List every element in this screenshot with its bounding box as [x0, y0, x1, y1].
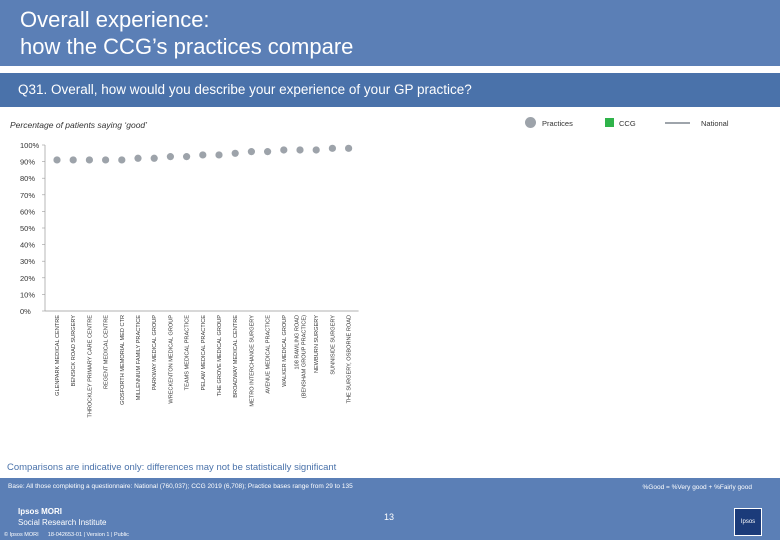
- practice-point: [345, 144, 353, 152]
- practice-point: [69, 156, 77, 164]
- x-category-label: 108 RAWLING ROAD: [295, 315, 301, 370]
- practice-point: [264, 148, 272, 156]
- y-tick-label: 90%: [20, 158, 35, 167]
- x-category-label: PELAW MEDICAL PRACTICE: [201, 315, 207, 391]
- y-tick-label: 40%: [20, 241, 35, 250]
- practice-point: [231, 149, 239, 157]
- x-category-label: THE SURGERY, OSBORNE ROAD: [347, 315, 353, 403]
- practice-point: [280, 146, 288, 154]
- practice-point: [183, 153, 191, 161]
- practice-point: [118, 156, 126, 164]
- base-text: Base: All those completing a questionnai…: [8, 483, 353, 490]
- page-number: 13: [384, 512, 395, 522]
- practice-point: [199, 151, 207, 159]
- comparison-note: Comparisons are indicative only: differe…: [7, 462, 337, 473]
- x-category-label: WRECKENTON MEDICAL GROUP: [168, 315, 174, 404]
- legend-practices-label: Practices: [542, 119, 573, 128]
- title-bar: Overall experience: how the CCG’s practi…: [0, 0, 780, 66]
- y-tick-label: 100%: [20, 141, 40, 150]
- question-text: Q31. Overall, how would you describe you…: [18, 82, 472, 97]
- ipsos-mori-logo-text: Ipsos MORI: [18, 507, 63, 516]
- x-category-label: TEAMS MEDICAL PRACTICE: [185, 315, 191, 391]
- job-number: 18-042653-01 | Version 1 | Public: [47, 532, 129, 538]
- y-tick-label: 30%: [20, 257, 35, 266]
- y-tick-label: 0%: [20, 307, 31, 316]
- x-category-label: METRO INTERCHANGE SURGERY: [249, 315, 255, 407]
- practice-point: [85, 156, 93, 164]
- y-tick-label: 60%: [20, 207, 35, 216]
- x-category-label: GLENPARK MEDICAL CENTRE: [55, 315, 61, 396]
- copyright-text: © Ipsos MORI: [4, 532, 39, 538]
- page-title: Overall experience: how the CCG’s practi…: [20, 7, 354, 59]
- practice-point: [134, 154, 142, 162]
- practice-point: [247, 148, 255, 156]
- chart-subtitle: Percentage of patients saying ‘good’: [10, 120, 148, 130]
- practice-point: [166, 153, 174, 161]
- practice-point: [102, 156, 110, 164]
- footer-bar: Base: All those completing a questionnai…: [0, 478, 780, 540]
- practice-point: [312, 146, 320, 154]
- x-category-label: GOSFORTH MEMORIAL MED CTR: [120, 315, 126, 405]
- x-category-label: BENSICK ROAD SURGERY: [71, 315, 77, 387]
- x-category-label: WALKER MEDICAL GROUP: [282, 315, 288, 387]
- x-category-label: PARKWAY MEDICAL GROUP: [152, 315, 158, 390]
- footer-copyright: © Ipsos MORI 18-042653-01 | Version 1 | …: [4, 532, 129, 538]
- x-category-label: NEWBURN SURGERY: [314, 315, 320, 373]
- x-category-label: SUNNISIDE SURGERY: [330, 315, 336, 375]
- legend-ccg-marker: [605, 118, 614, 127]
- x-category-label: (BENSHAM GROUP PRACTICE): [302, 315, 308, 398]
- sri-logo-text: Social Research Institute: [18, 518, 107, 527]
- practice-point: [328, 144, 336, 152]
- practice-point: [296, 146, 304, 154]
- x-category-label: BROADWAY MEDICAL CENTRE: [233, 315, 239, 398]
- y-tick-label: 70%: [20, 191, 35, 200]
- y-tick-label: 80%: [20, 174, 35, 183]
- practices-chart: 0% 10% 20% 30% 40% 50% 60% 70% 80% 90% 100% GLENPAR…: [20, 141, 359, 418]
- good-definition: %Good = %Very good + %Fairly good: [642, 484, 752, 491]
- x-category-label: AVENUE MEDICAL PRACTICE: [266, 315, 272, 394]
- x-category-label: REGENT MEDICAL CENTRE: [104, 315, 110, 389]
- legend-practices-marker: [525, 117, 536, 128]
- ipsos-logo: Ipsos: [734, 508, 762, 536]
- x-category-label: THE GROVE MEDICAL GROUP: [217, 315, 223, 396]
- practice-point: [215, 151, 223, 159]
- practice-point: [150, 154, 158, 162]
- legend-national-line: [665, 122, 690, 124]
- legend-ccg-label: CCG: [619, 119, 636, 128]
- legend-national-label: National: [701, 119, 729, 128]
- y-tick-label: 50%: [20, 224, 35, 233]
- y-tick-label: 10%: [20, 290, 35, 299]
- x-category-label: THROCKLEY PRIMARY CARE CENTRE: [87, 315, 93, 418]
- y-tick-label: 20%: [20, 274, 35, 283]
- practice-point: [53, 156, 61, 164]
- question-bar: Q31. Overall, how would you describe you…: [0, 73, 780, 107]
- x-category-label: MILLENNIUM FAMILY PRACTICE: [136, 315, 142, 401]
